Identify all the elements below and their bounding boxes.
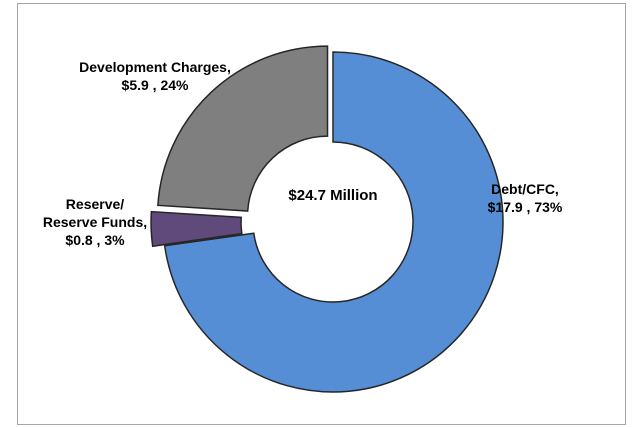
slice-name: Debt/CFC, <box>491 181 559 197</box>
donut-slice <box>150 210 243 248</box>
donut-slice <box>157 45 329 212</box>
slice-label: Development Charges, $5.9 , 24% <box>75 58 235 94</box>
center-label: $24.7 Million <box>288 187 378 204</box>
slice-name: Development Charges, <box>79 59 231 75</box>
donut-slice <box>163 51 504 393</box>
slice-name: Reserve/ Reserve Funds, <box>42 196 148 230</box>
slice-label: Reserve/ Reserve Funds, $0.8 , 3% <box>40 195 150 249</box>
slice-label: Debt/CFC, $17.9 , 73% <box>470 180 580 216</box>
slice-value: $0.8 , 3% <box>65 232 125 248</box>
slice-value: $5.9 , 24% <box>121 77 189 93</box>
slice-value: $17.9 , 73% <box>487 199 563 215</box>
